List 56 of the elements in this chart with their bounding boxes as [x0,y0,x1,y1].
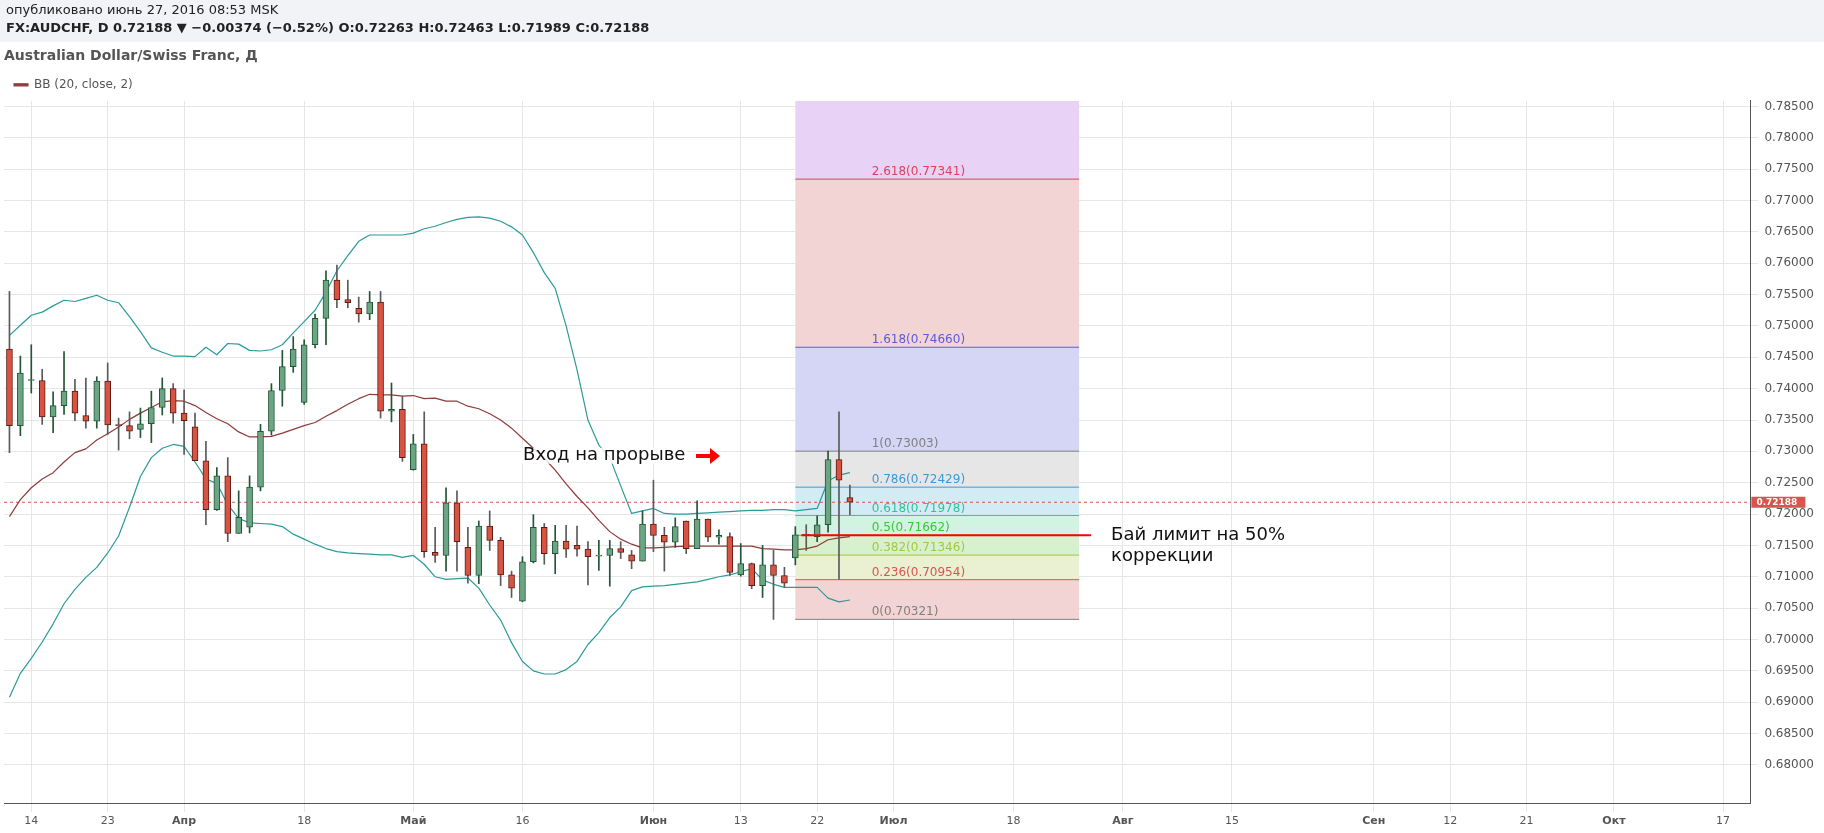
y-tick-label: 0.76500 [1764,223,1814,238]
ref-line-label: Бай лимит на 50% коррекции [1111,522,1286,565]
x-tick-label: Май [400,814,427,828]
x-tick-label: Окт [1602,814,1627,828]
y-tick-label: 0.72000 [1764,506,1814,521]
ref-line-label: 2.618(0.77341) [871,164,966,179]
chart-title: FX:AUDCHF, D 0.72188 ▼ −0.00374 (−0.52%) O:0.72263 H:0.72463 L:0.71989 C:0.72188 [6,20,651,35]
x-tick-label: 18 [1006,814,1021,828]
ref-line-label: 0(0.70321) [871,604,939,619]
y-tick-label: 0.68000 [1764,757,1814,772]
y-tick-label: 0.74000 [1764,380,1814,395]
text: опубликовано июнь 27, 2016 08:53 MSK [6,2,280,17]
ref-line-label: 0.382(0.71346) [871,540,966,555]
x-tick-label: 21 [1519,814,1534,828]
x-tick-label: 15 [1224,814,1239,828]
y-tick-label: 0.71500 [1764,537,1814,552]
y-tick-label: 0.70000 [1764,631,1814,646]
x-tick-label: 14 [24,814,39,828]
y-tick-label: 0.75000 [1764,318,1814,333]
x-tick-label: 13 [733,814,748,828]
y-tick-label: 0.71000 [1764,568,1814,583]
ref-line-label: 0.786(0.72429) [871,472,966,487]
y-tick-label: 0.74500 [1764,349,1814,364]
y-tick-label: 0.78000 [1764,129,1814,144]
x-tick-label: Июл [879,814,908,828]
y-tick-label: 0.72500 [1764,474,1814,489]
y-tick-label: 0.73000 [1764,443,1814,458]
ref-line-label: 0.72188 [1756,496,1798,507]
x-tick-label: Авг [1112,814,1134,828]
y-tick-label: 0.76000 [1764,255,1814,270]
x-tick-label: 18 [297,814,312,828]
y-tick-label: 0.77500 [1764,161,1814,176]
annotation: Вход на прорыве [523,443,686,465]
ref-line-label: 0.618(0.71978) [871,500,966,515]
y-tick-label: 0.69500 [1764,662,1814,677]
y-tick-label: 0.77000 [1764,192,1814,207]
x-tick-label: 12 [1443,814,1458,828]
y-tick-label: 0.70500 [1764,600,1814,615]
ref-line-label: 1.618(0.74660) [871,332,966,347]
x-tick-label: Апр [172,814,197,828]
y-tick-label: 0.78500 [1764,98,1814,113]
x-tick-label: 16 [515,814,530,828]
y-tick-label: 0.75500 [1764,286,1814,301]
x-tick-label: 17 [1716,814,1731,828]
x-tick-label: Июн [639,814,668,828]
ref-line-label: 0.236(0.70954) [871,564,966,579]
y-tick-label: 0.69000 [1764,694,1814,709]
x-tick-label: 23 [100,814,115,828]
y-tick-label: 0.68500 [1764,725,1814,740]
x-tick-label: Сен [1362,814,1386,828]
x-tick-label: 22 [810,814,825,828]
legend-label: BB (20, close, 2) [34,76,133,91]
chart-subtitle: Australian Dollar/Swiss Franc, Д [4,47,258,64]
ref-line-label: 1(0.73003) [871,436,939,451]
ref-line-label: 0.5(0.71662) [871,520,950,535]
y-tick-label: 0.73500 [1764,412,1814,427]
